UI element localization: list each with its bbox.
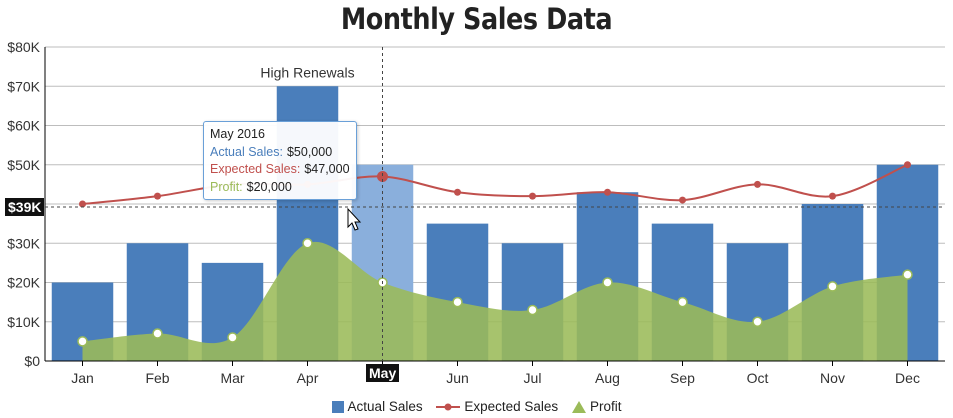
profit-point [152, 328, 163, 339]
tooltip-label: Actual Sales: [210, 144, 283, 159]
x-tick-label: Feb [145, 370, 169, 386]
legend: Actual Sales Expected Sales Profit [0, 398, 953, 414]
y-tick-label: $30K [7, 235, 40, 251]
tooltip-label: Profit: [210, 179, 243, 194]
legend-label: Actual Sales [347, 398, 423, 414]
profit-point [827, 281, 838, 292]
x-tick-label: Sep [670, 370, 695, 386]
profit-area [82, 241, 908, 361]
tooltip-value: $47,000 [304, 162, 350, 176]
profit-point [452, 296, 463, 308]
tooltip-header: May 2016 [210, 127, 265, 141]
tick-labels: $0$10K$20K$30K$40K$50K$60K$70K$80KJanFeb… [7, 39, 920, 386]
tooltip-row-actual: Actual Sales: $50,000 [210, 144, 350, 162]
x-tick-label: Apr [297, 370, 319, 386]
profit-point [77, 336, 88, 347]
expected-sales-point [454, 188, 461, 196]
y-tick-label: $50K [7, 157, 40, 173]
legend-item-expected-sales[interactable]: Expected Sales [436, 399, 558, 414]
bar-swatch-icon [331, 400, 344, 413]
profit-point [227, 332, 238, 343]
y-tick-label: $20K [7, 275, 40, 291]
expected-sales-point [377, 171, 388, 183]
expected-sales-point [529, 192, 536, 200]
tooltip-row-expected: Expected Sales: $47,000 [210, 161, 350, 179]
expected-sales-point [679, 196, 686, 204]
y-tick-label: $80K [7, 39, 40, 55]
profit-point [302, 238, 313, 249]
profit-point [752, 316, 763, 327]
area-series-profit [77, 238, 913, 361]
profit-point [602, 277, 613, 288]
mouse-cursor-icon [347, 207, 362, 231]
profit-point [902, 269, 913, 280]
crosshair [45, 47, 945, 361]
x-tick-label: Jun [446, 370, 469, 386]
y-tick-label: $0 [24, 353, 40, 369]
tooltip-value: $20,000 [246, 179, 292, 194]
axes [44, 47, 945, 366]
crosshair-x-label: May [366, 364, 400, 382]
legend-item-actual-sales[interactable]: Actual Sales [331, 398, 423, 414]
x-tick-label: Oct [747, 370, 769, 386]
y-tick-label: $60K [7, 118, 40, 134]
chart-title: Monthly Sales Data [340, 2, 613, 36]
annotation-label: High Renewals [260, 64, 354, 80]
x-tick-label: Dec [895, 370, 920, 386]
x-tick-label: Jul [524, 370, 542, 386]
legend-label: Expected Sales [464, 398, 559, 414]
expected-sales-point [154, 192, 161, 200]
y-tick-label: $10K [7, 314, 40, 330]
triangle-swatch-icon [571, 400, 586, 413]
crosshair-y-label: $39K [5, 198, 45, 216]
line-swatch-icon [436, 403, 461, 411]
x-tick-label: Nov [820, 370, 845, 386]
tooltip-row-profit: Profit: $20,000 [210, 179, 350, 197]
profit-point [677, 296, 688, 308]
x-tick-label: Mar [220, 370, 244, 386]
expected-sales-point [829, 192, 836, 200]
legend-item-profit[interactable]: Profit [571, 398, 622, 414]
x-tick-label: Aug [595, 370, 620, 386]
profit-point [527, 304, 538, 316]
legend-label: Profit [589, 398, 622, 414]
expected-sales-point [604, 188, 611, 196]
expected-sales-point [904, 161, 911, 169]
expected-sales-point [754, 180, 761, 188]
tooltip-value: $50,000 [286, 144, 333, 159]
tooltip: May 2016 Actual Sales: $50,000 Expected S… [203, 121, 357, 200]
x-tick-label: Jan [71, 370, 94, 386]
y-tick-label: $70K [7, 78, 40, 94]
tooltip-label: Expected Sales: [210, 162, 301, 176]
expected-sales-point [79, 200, 86, 208]
